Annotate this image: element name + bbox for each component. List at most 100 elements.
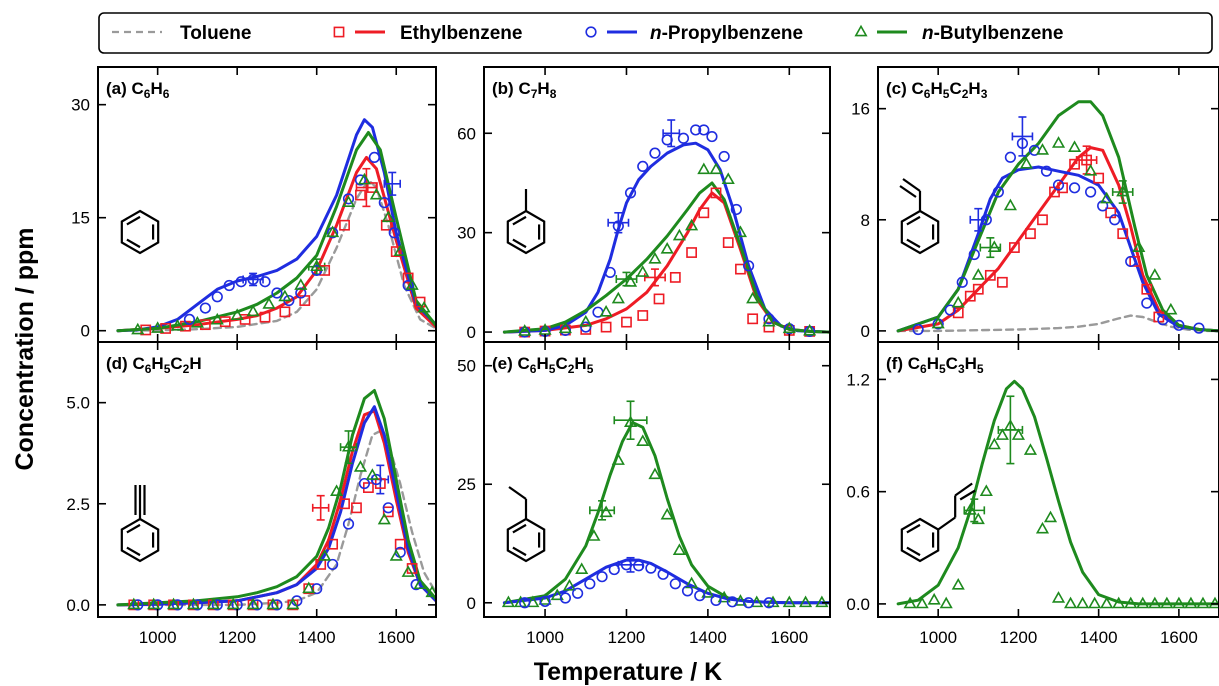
panel-label-prefix: (d) — [106, 354, 132, 373]
butylbenzene-data-point — [939, 596, 953, 609]
butylbenzene-data-point — [1043, 510, 1058, 523]
formula-element: H — [574, 354, 586, 373]
panel-label: (c) C6H5C2H3 — [886, 79, 988, 101]
propylbenzene-data-point — [690, 124, 702, 136]
formula-element: H — [927, 354, 939, 373]
x-tick-label: 1400 — [1080, 628, 1118, 647]
butylbenzene-data-point — [1164, 302, 1178, 315]
butylbenzene-data-point — [733, 225, 748, 238]
panel-label: (f) C6H5C3H5 — [886, 354, 984, 376]
formula-subscript: 3 — [981, 87, 988, 101]
formula-subscript: 6 — [144, 87, 151, 101]
butylbenzene-data-point — [660, 242, 674, 254]
ring-bonds — [900, 209, 940, 255]
formula-subscript: 7 — [531, 87, 538, 101]
plot-area — [501, 400, 830, 609]
butylbenzene-data-point — [1084, 163, 1098, 176]
toluene-model-curve — [116, 178, 436, 332]
legend-label-text: Toluene — [180, 23, 251, 44]
butylbenzene-data-point — [927, 592, 941, 605]
butylbenzene-data-point — [579, 314, 593, 327]
benzene-structure — [120, 209, 160, 255]
ethylbenzene-data-point — [327, 538, 339, 550]
ethylbenzene-data-point — [763, 321, 775, 333]
formula-element: C — [908, 354, 920, 373]
allyl-double-bond — [959, 489, 976, 501]
butylbenzene-data-point — [733, 594, 748, 606]
plot-area — [502, 119, 830, 338]
ring-bonds — [120, 517, 160, 563]
ethylbenzene-model-curve — [502, 191, 830, 334]
ethylbenzene-data-point — [351, 502, 362, 514]
panel-frame — [877, 341, 1219, 618]
butylbenzene-data-point — [1132, 240, 1146, 252]
butylbenzene-data-point — [1172, 596, 1186, 609]
butylbenzene-data-point — [1184, 596, 1198, 609]
butylbenzene-data-point — [1076, 596, 1090, 609]
propylbenzene-data-point — [211, 599, 223, 611]
propylbenzene-data-point — [669, 578, 681, 590]
formula-element: C — [132, 79, 144, 98]
ethylbenzene-data-point — [669, 271, 681, 283]
butylbenzene-data-point — [1003, 198, 1017, 211]
formula-subscript: 6 — [145, 362, 152, 376]
propylbenzene-data-point — [327, 558, 339, 571]
butylbenzene-data-point — [782, 321, 796, 334]
butylbenzene-data-point — [803, 323, 817, 336]
butylbenzene-data-point — [401, 565, 415, 577]
ethylbenzene-data-point — [972, 283, 984, 295]
y-tick-label: 16 — [851, 100, 870, 119]
propylbenzene-data-point — [1004, 151, 1016, 163]
ethylbenzene-data-point — [653, 293, 665, 305]
butylbenzene-data-point — [951, 295, 965, 308]
propylbenzene-data-point — [912, 323, 924, 336]
legend-entry: n-Propylbenzene — [585, 23, 803, 44]
propylbenzene-data-point — [992, 186, 1004, 198]
butylbenzene-data-point — [1068, 140, 1082, 152]
butylbenzene-data-point — [417, 300, 431, 313]
butylbenzene-data-point — [611, 453, 625, 465]
butylbenzene-data-point — [262, 297, 276, 309]
legend: Toluene Ethylbenzene n-Propylbenzene n-Buty… — [98, 12, 1213, 54]
butylbenzene-data-point — [526, 595, 540, 608]
x-tick-label: 1200 — [999, 628, 1037, 647]
formula-element: H — [536, 354, 548, 373]
butylbenzene-data-point — [951, 577, 965, 590]
propylbenzene-data-point — [378, 197, 390, 209]
butylbenzene-data-point — [685, 218, 699, 231]
legend-label: n-Butylbenzene — [922, 23, 1063, 44]
panel-label: (e) C6H5C2H5 — [492, 354, 594, 376]
butylbenzene-data-point — [341, 439, 356, 452]
butylbenzene-data-point — [357, 172, 371, 185]
butylbenzene-data-point — [1112, 596, 1126, 609]
butylbenzene-data-point — [746, 291, 760, 304]
propylbenzene-data-point — [410, 579, 422, 591]
butylbenzene-data-point — [717, 590, 731, 603]
butylbenzene-model-curve — [896, 379, 1219, 606]
ethylbenzene-data-point — [366, 182, 378, 193]
legend-label-italic-prefix: n — [922, 23, 934, 44]
butylbenzene-model-curve — [896, 100, 1219, 333]
ethylbenzene-data-point — [1117, 228, 1129, 240]
butylbenzene-data-point — [697, 162, 711, 175]
formula-element: C — [518, 354, 530, 373]
butylbenzene-model-curve — [116, 131, 436, 333]
allylbenzene-structure — [900, 482, 976, 563]
butylbenzene-model-curve — [116, 389, 436, 607]
formula-subscript: 5 — [587, 362, 594, 376]
panel-label-prefix: (c) — [886, 79, 912, 98]
propylbenzene-data-point — [742, 260, 755, 272]
legend-marker — [585, 26, 597, 38]
butylbenzene-data-point — [971, 268, 985, 280]
butylbenzene-data-point — [302, 581, 316, 594]
ring-double-bond — [126, 523, 141, 534]
butylbenzene-data-point — [799, 595, 813, 608]
ethylbenzene-data-point — [698, 207, 710, 219]
y-tick-label: 0.6 — [846, 483, 870, 502]
butylbenzene-data-point — [341, 195, 356, 208]
formula-subscript: 5 — [939, 362, 946, 376]
propylbenzene-data-point — [1040, 165, 1053, 177]
ring-double-bond — [906, 238, 921, 249]
ethylbenzene-data-point — [984, 269, 996, 281]
butylbenzene-data-point — [286, 597, 300, 610]
